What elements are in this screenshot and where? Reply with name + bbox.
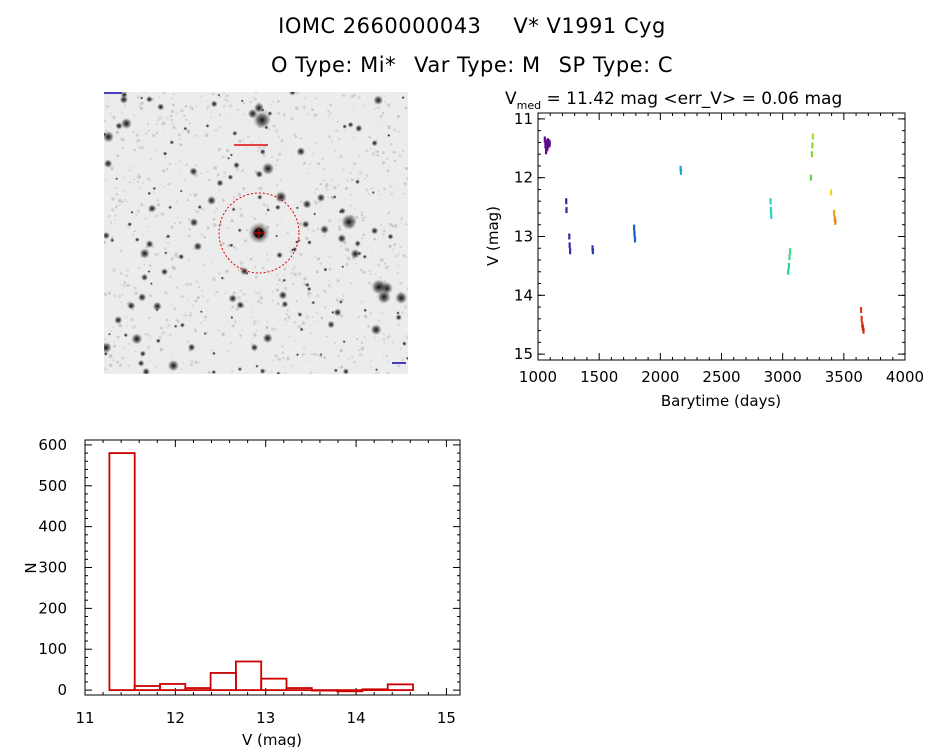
x-tick-label: 15: [437, 709, 456, 727]
data-point: [862, 327, 865, 334]
data-point: [789, 248, 792, 255]
histogram-bar: [235, 660, 263, 691]
histogram-bar: [361, 688, 389, 691]
y-tick-label: 0: [57, 681, 67, 699]
plot-subtitle: O Type: Mi* Var Type: M SP Type: C: [0, 53, 944, 77]
data-point: [633, 230, 636, 237]
data-point: [543, 136, 546, 143]
x-tick-label: 12: [166, 709, 185, 727]
variable-type: Var Type: M: [414, 53, 541, 77]
data-point: [809, 174, 813, 181]
data-point: [788, 254, 791, 261]
histogram-bar: [260, 677, 288, 691]
image-corner-marker: [104, 92, 122, 94]
x-tick-label: 1500: [580, 368, 618, 386]
light-curve-points: [543, 133, 865, 334]
data-point: [829, 189, 833, 196]
plot-title: IOMC 2660000043 V* V1991 Cyg: [0, 14, 944, 38]
histogram-chart: 11 12 13 14 15 0 100 200 300 400 500 600 V (mag) N: [22, 436, 461, 747]
x-tick-label: 3000: [764, 368, 802, 386]
y-tick-label: 13: [514, 228, 533, 246]
x-tick-label: 11: [75, 709, 94, 727]
data-point: [568, 233, 571, 240]
target-aperture-circle: [218, 192, 300, 274]
data-point: [770, 212, 773, 219]
light-curve-caption: Vmed = 11.42 mag <err_V> = 0.06 mag: [505, 89, 842, 112]
x-tick-label: 13: [256, 709, 275, 727]
star-id: IOMC 2660000043: [278, 14, 482, 38]
y-tick-label: 400: [38, 518, 67, 536]
y-tick-label: 11: [514, 110, 533, 128]
star-field: [104, 92, 408, 374]
x-tick-label: 4000: [886, 368, 924, 386]
image-corner-marker: [392, 362, 406, 364]
light-curve-axes: 1000 1500 2000 2500 3000 3500 4000 11 12 13 14 15: [514, 110, 924, 386]
data-point: [769, 207, 773, 214]
data-point: [545, 139, 548, 146]
x-tick-label: 14: [347, 709, 366, 727]
star-name: V* V1991 Cyg: [513, 14, 666, 38]
data-point: [633, 224, 636, 231]
plot-frame: [537, 112, 906, 361]
data-point: [591, 248, 595, 255]
data-point: [544, 142, 547, 149]
data-point: [548, 140, 551, 147]
data-point: [810, 151, 813, 158]
x-tick-label: 3500: [825, 368, 863, 386]
object-type: O Type: Mi*: [270, 53, 397, 77]
histogram-bar: [159, 683, 187, 691]
light-curve-x-label: Barytime (days): [661, 392, 781, 410]
histogram-bar: [209, 672, 237, 691]
data-point: [565, 198, 568, 205]
y-tick-label: 12: [514, 169, 533, 187]
data-point: [633, 236, 637, 243]
light-curve-chart: Vmed = 11.42 mag <err_V> = 0.06 mag 1000…: [484, 89, 924, 410]
spectral-type: SP Type: C: [558, 53, 673, 77]
sky-image: [104, 92, 408, 374]
data-point: [679, 168, 683, 175]
y-tick-label: 200: [38, 599, 67, 617]
data-point: [787, 262, 790, 269]
data-point: [787, 268, 790, 275]
x-tick-label: 2000: [641, 368, 679, 386]
y-tick-label: 600: [38, 436, 67, 454]
histogram-y-label: N: [22, 562, 40, 573]
histogram-bars: [108, 452, 414, 693]
light-curve-y-label: V (mag): [484, 206, 502, 266]
histogram-bar: [336, 689, 364, 693]
y-tick-label: 15: [514, 345, 533, 363]
histogram-axes: 11 12 13 14 15 0 100 200 300 400 500 600: [38, 436, 461, 727]
histogram-bar: [108, 452, 136, 691]
data-point: [859, 307, 863, 314]
data-point: [569, 248, 572, 255]
x-tick-label: 2500: [702, 368, 740, 386]
plot-frame: [84, 439, 461, 696]
y-tick-label: 14: [514, 286, 533, 304]
histogram-bar: [133, 685, 161, 691]
data-point: [544, 148, 548, 155]
data-point: [568, 242, 571, 249]
data-point: [834, 218, 837, 225]
data-point: [811, 142, 814, 149]
histogram-bar: [386, 683, 414, 691]
data-point: [565, 207, 568, 214]
histogram-bar: [310, 689, 339, 692]
histogram-x-label: V (mag): [242, 731, 302, 747]
x-tick-label: 1000: [519, 368, 557, 386]
histogram-bar: [285, 687, 313, 691]
image-label-marker: [234, 144, 268, 146]
data-point: [860, 315, 863, 322]
data-point: [811, 133, 814, 140]
data-point: [833, 209, 836, 216]
y-tick-label: 100: [38, 640, 67, 658]
histogram-bar: [184, 687, 212, 691]
data-point: [546, 138, 549, 145]
y-tick-label: 500: [38, 477, 67, 495]
data-point: [546, 145, 549, 152]
data-point: [769, 198, 772, 205]
y-tick-label: 300: [38, 559, 67, 577]
